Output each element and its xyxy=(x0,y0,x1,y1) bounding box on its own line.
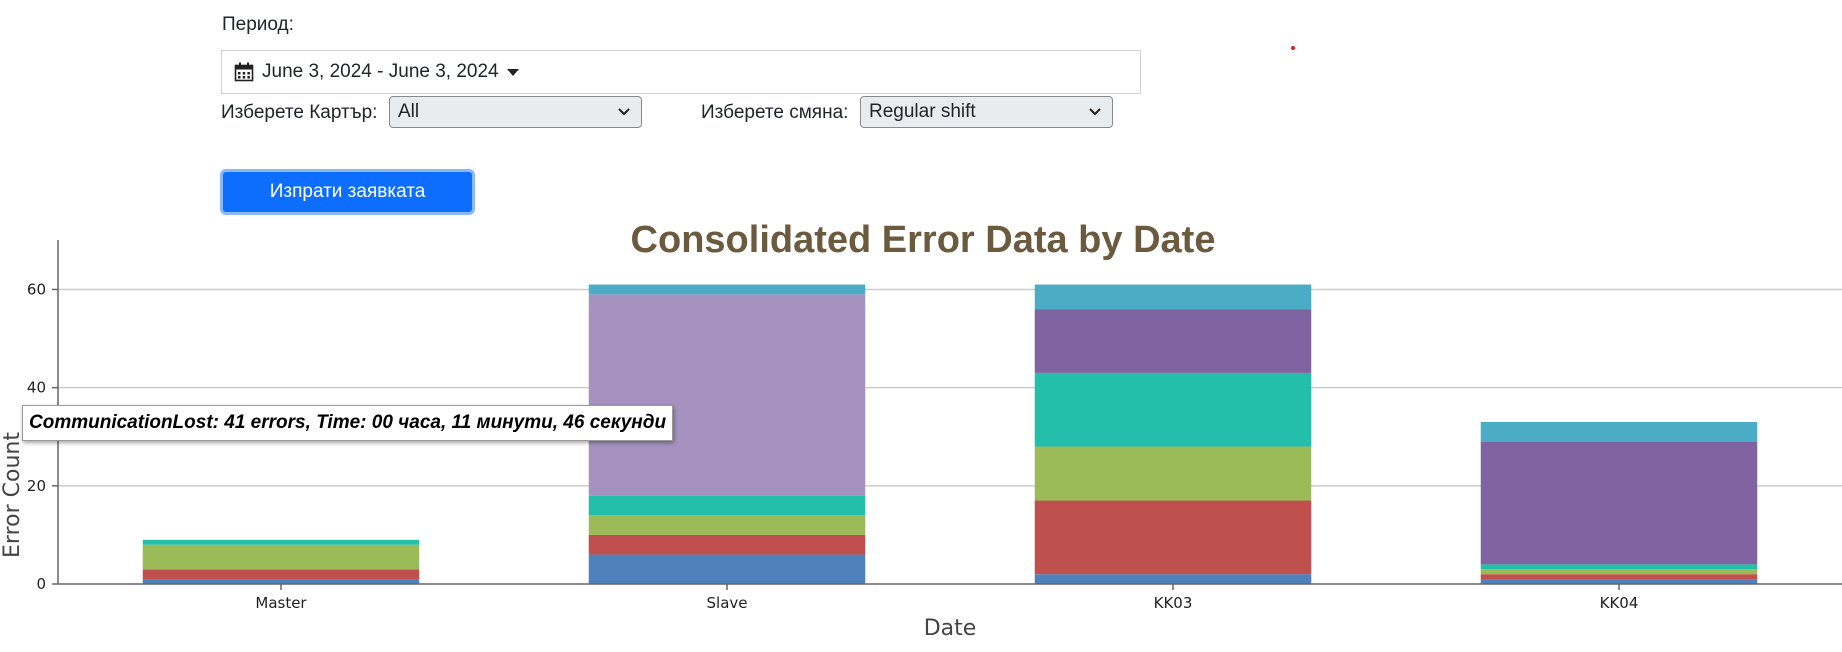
x-tick-label: KK04 xyxy=(1600,594,1639,612)
x-tick-label: KK03 xyxy=(1154,594,1193,612)
date-range-value: June 3, 2024 - June 3, 2024 xyxy=(262,61,499,82)
calendar-icon xyxy=(234,62,254,82)
chart-title: Consolidated Error Data by Date xyxy=(631,219,1216,261)
x-tick-label: Master xyxy=(255,594,307,612)
chevron-down-icon xyxy=(1089,108,1101,116)
bar-segment-slave-5[interactable] xyxy=(588,294,866,496)
bar-segment-slave-4[interactable] xyxy=(588,495,866,516)
y-tick-label: 60 xyxy=(27,280,46,298)
period-label: Период: xyxy=(222,14,294,35)
bar-segment-kk04-6[interactable] xyxy=(1480,441,1758,565)
bar-segment-slave-7[interactable] xyxy=(588,284,866,295)
bar-segment-kk04-1[interactable] xyxy=(1480,579,1758,584)
x-tick-label: Slave xyxy=(707,594,748,612)
chart-tooltip: CommunicationLost: 41 errors, Time: 00 ч… xyxy=(22,405,674,441)
shift-select-value: Regular shift xyxy=(869,101,976,122)
carter-label: Изберете Картър: xyxy=(221,102,378,123)
bar-segment-kk04-4[interactable] xyxy=(1480,564,1758,570)
y-tick-label: 40 xyxy=(27,379,46,397)
y-tick-label: 0 xyxy=(36,575,46,593)
bar-segment-slave-2[interactable] xyxy=(588,534,866,555)
bar-segment-kk03-7[interactable] xyxy=(1034,284,1312,310)
bar-segment-master-1[interactable] xyxy=(142,579,420,584)
shift-label: Изберете смяна: xyxy=(701,102,849,123)
x-axis-label: Date xyxy=(924,616,977,641)
carter-select-value: All xyxy=(398,101,420,122)
bar-segment-kk03-1[interactable] xyxy=(1034,574,1312,584)
bar-segment-master-4[interactable] xyxy=(142,539,420,545)
bar-segment-kk03-3[interactable] xyxy=(1034,446,1312,501)
bar-segment-kk03-4[interactable] xyxy=(1034,372,1312,447)
carter-select[interactable]: All xyxy=(389,96,642,128)
date-range-picker[interactable]: June 3, 2024 - June 3, 2024 xyxy=(221,50,1141,94)
bar-segment-kk04-7[interactable] xyxy=(1480,422,1758,442)
caret-down-icon xyxy=(506,68,519,76)
bar-segment-kk03-6[interactable] xyxy=(1034,309,1312,373)
y-tick-label: 20 xyxy=(27,477,46,495)
y-axis-label: Error Count xyxy=(0,432,25,558)
red-dot xyxy=(1291,46,1295,50)
bar-segment-kk04-3[interactable] xyxy=(1480,569,1758,575)
bar-segment-kk03-2[interactable] xyxy=(1034,500,1312,575)
bar-segment-slave-1[interactable] xyxy=(588,554,866,584)
chevron-down-icon xyxy=(618,108,630,116)
bar-segment-master-3[interactable] xyxy=(142,544,420,570)
submit-button[interactable]: Изпрати заявката xyxy=(220,169,475,215)
bars xyxy=(142,284,1758,584)
bar-segment-slave-3[interactable] xyxy=(588,515,866,535)
bar-segment-kk04-2[interactable] xyxy=(1480,574,1758,580)
bar-segment-master-2[interactable] xyxy=(142,569,420,580)
axes: 0 20 40 60 Master Slave KK03 KK04 xyxy=(27,240,1842,612)
shift-select[interactable]: Regular shift xyxy=(860,96,1113,128)
error-chart: Consolidated Error Data by Date 0 20 40 60 M… xyxy=(0,219,1842,641)
